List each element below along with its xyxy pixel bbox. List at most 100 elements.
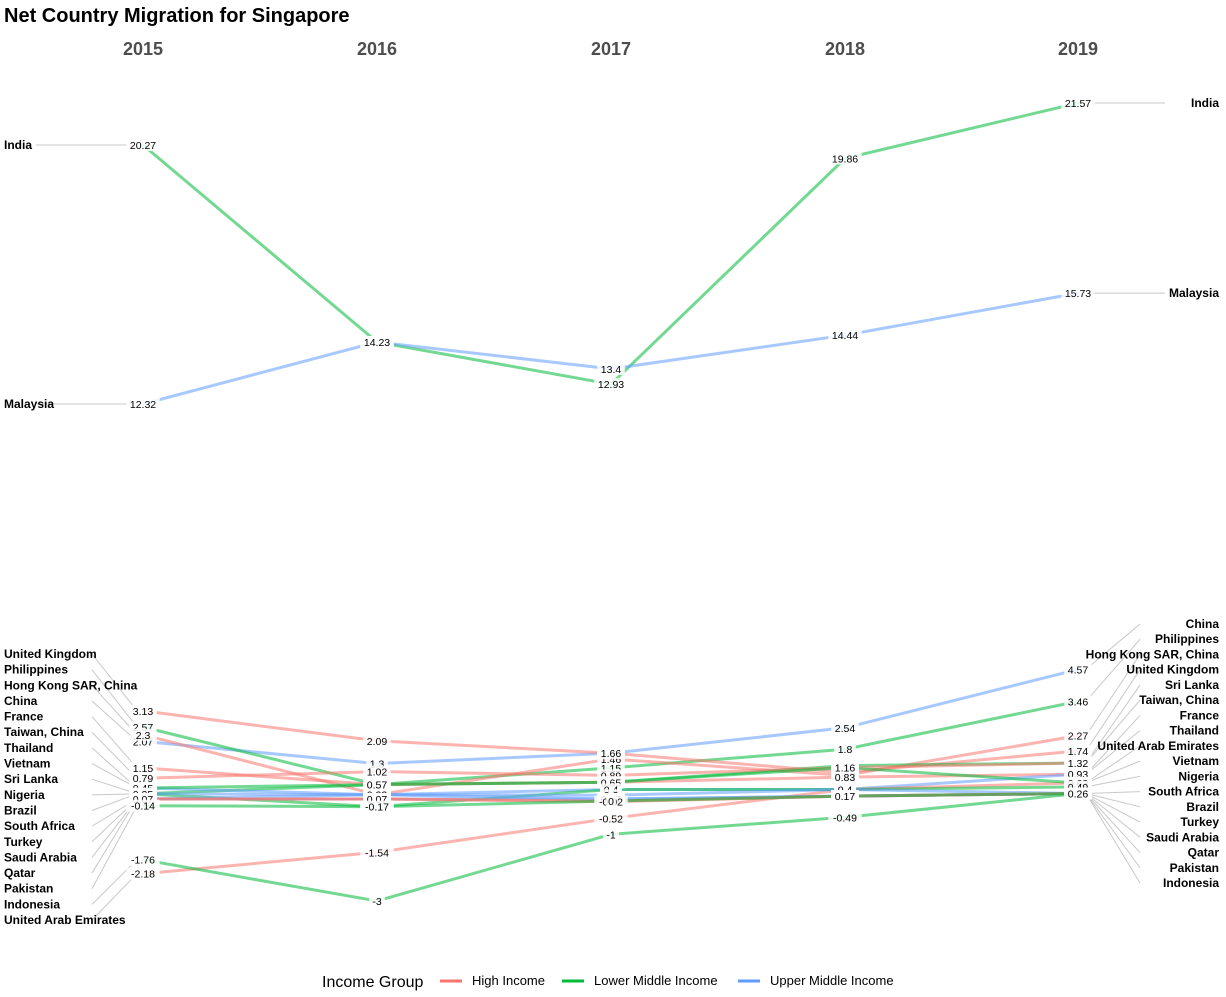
value-label-philippines-2018: 1.8 xyxy=(838,744,853,756)
value-label-bg xyxy=(126,853,160,866)
leader-line-left xyxy=(91,700,138,742)
value-label-malaysia-2018: 14.44 xyxy=(832,330,858,342)
right-label-pakistan: Pakistan xyxy=(1170,861,1219,875)
leader-line-right xyxy=(1085,760,1141,784)
left-label-qatar: Qatar xyxy=(4,866,36,880)
legend-label-lower-middle-income: Lower Middle Income xyxy=(594,973,718,988)
leader-line-right xyxy=(1085,793,1141,853)
value-label-bg xyxy=(828,329,862,342)
right-label-vietnam: Vietnam xyxy=(1173,754,1219,768)
left-label-hong-kong-sar-china: Hong Kong SAR, China xyxy=(4,678,138,692)
value-label-china-2019: 4.57 xyxy=(1068,664,1089,676)
value-label-pakistan-2015: -0.14 xyxy=(131,801,155,813)
right-label-indonesia: Indonesia xyxy=(1163,876,1219,890)
value-label-hong-kong-sar-china-2019: 2.27 xyxy=(1068,731,1089,743)
right-label-united-arab-emirates: United Arab Emirates xyxy=(1097,739,1219,753)
left-label-vietnam: Vietnam xyxy=(4,757,50,771)
leader-line-right xyxy=(1085,730,1141,775)
value-label-united-arab-emirates-2015: -2.18 xyxy=(131,869,155,881)
value-label-indonesia-2017: -1 xyxy=(606,829,615,841)
legend-title: Income Group xyxy=(322,974,423,991)
value-label-india-2019: 21.57 xyxy=(1065,98,1091,110)
value-label-bg xyxy=(126,867,160,880)
leader-line-right xyxy=(1085,638,1141,702)
leader-line-right xyxy=(1085,775,1141,788)
left-label-united-arab-emirates: United Arab Emirates xyxy=(4,913,126,927)
right-label-france: France xyxy=(1180,708,1220,722)
value-label-bg xyxy=(1064,787,1092,800)
value-label-china-2018: 2.54 xyxy=(835,723,856,735)
value-label-bg xyxy=(1064,695,1092,708)
value-label-pakistan-2016: -0.17 xyxy=(365,802,389,814)
left-label-philippines: Philippines xyxy=(4,663,68,677)
left-label-china: China xyxy=(4,694,38,708)
year-label-2016: 2016 xyxy=(357,39,397,59)
value-label-malaysia-2017: 13.4 xyxy=(601,364,622,376)
leader-line-left xyxy=(91,716,138,769)
left-label-nigeria: Nigeria xyxy=(4,788,45,802)
value-label-bg xyxy=(126,398,160,410)
value-label-united-kingdom-2019: 1.74 xyxy=(1068,746,1089,758)
right-label-philippines: Philippines xyxy=(1155,632,1219,646)
value-label-bg xyxy=(1064,744,1092,757)
value-label-bg xyxy=(831,761,859,774)
right-label-taiwan-china: Taiwan, China xyxy=(1139,693,1219,707)
value-label-bg xyxy=(597,362,625,375)
leader-line-right xyxy=(1085,623,1141,670)
value-label-india-2015: 20.27 xyxy=(130,140,156,152)
leader-line-right xyxy=(1085,793,1141,869)
value-label-bg xyxy=(828,152,862,165)
value-label-philippines-2019: 3.46 xyxy=(1068,696,1089,708)
year-label-2019: 2019 xyxy=(1058,39,1098,59)
right-label-turkey: Turkey xyxy=(1181,815,1220,829)
left-label-pakistan: Pakistan xyxy=(4,882,53,896)
value-label-bg xyxy=(369,895,385,907)
value-label-bg xyxy=(831,790,859,803)
value-label-bg xyxy=(834,743,856,756)
left-country-labels: India Malaysia United Kingdom PhilippinesHo… xyxy=(4,138,138,927)
value-label-united-arab-emirates-2016: -1.54 xyxy=(365,847,389,859)
right-label-qatar: Qatar xyxy=(1188,846,1220,860)
value-label-malaysia-2016: 14.23 xyxy=(364,337,390,349)
value-label-bg xyxy=(606,795,616,807)
value-label-malaysia-2019: 15.73 xyxy=(1065,288,1091,300)
value-label-hong-kong-sar-china-2015: 2.3 xyxy=(136,730,151,742)
value-label-bg xyxy=(831,721,859,734)
right-label-united-kingdom: United Kingdom xyxy=(1126,663,1219,677)
value-label-bg xyxy=(1064,663,1092,676)
value-label-united-kingdom-2015: 3.13 xyxy=(133,706,154,718)
value-label-indonesia-2018: -0.49 xyxy=(833,812,857,824)
value-label-malaysia-2015: 12.32 xyxy=(130,399,156,411)
series-line-india xyxy=(141,101,1080,386)
right-label-brazil: Brazil xyxy=(1186,800,1219,814)
value-label-bg xyxy=(126,799,160,812)
leader-line-right xyxy=(1085,793,1141,884)
value-labels: 20.2714.2312.9319.8621.5712.3214.2313.41… xyxy=(126,97,1095,908)
left-label-sri-lanka: Sri Lanka xyxy=(4,772,58,786)
left-label-indonesia: Indonesia xyxy=(4,897,60,911)
value-label-bg xyxy=(363,734,391,747)
value-label-bg xyxy=(1064,729,1092,742)
value-label-india-2017: 12.93 xyxy=(598,379,624,391)
value-label-bg xyxy=(363,765,391,778)
right-label-china: China xyxy=(1186,617,1220,631)
value-label-bg xyxy=(1061,97,1095,109)
leader-line-right xyxy=(1085,684,1141,764)
right-label-south-africa: South Africa xyxy=(1148,785,1219,799)
left-label-brazil: Brazil xyxy=(4,803,37,817)
value-label-pakistan-2018: 0.17 xyxy=(835,791,856,803)
leader-line-right xyxy=(1085,669,1141,752)
chart-title: Net Country Migration for Singapore xyxy=(4,5,350,27)
legend-label-upper-middle-income: Upper Middle Income xyxy=(770,973,894,988)
left-label-india: India xyxy=(4,138,32,152)
value-label-india-2018: 19.86 xyxy=(832,153,858,165)
left-label-taiwan-china: Taiwan, China xyxy=(4,725,84,739)
value-label-vietnam-2018: 1.16 xyxy=(835,763,856,775)
value-label-bg xyxy=(603,828,619,841)
leader-line-right xyxy=(1085,793,1141,838)
value-label-indonesia-2016: -3 xyxy=(372,896,381,908)
value-label-bg xyxy=(594,812,628,825)
leader-line-right xyxy=(1085,715,1141,775)
year-label-2015: 2015 xyxy=(123,39,163,59)
